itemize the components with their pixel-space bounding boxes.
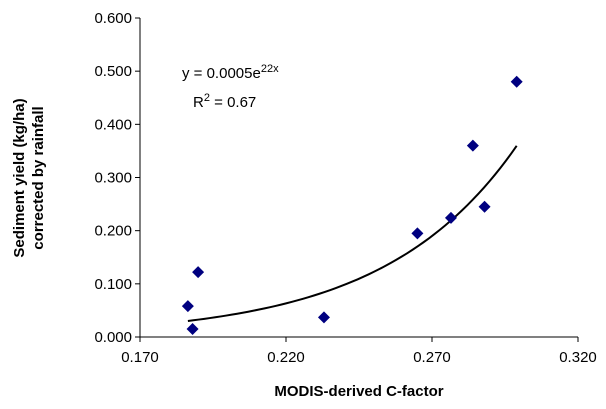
data-point: [510, 75, 523, 88]
y-axis-label: Sediment yield (kg/ha): [11, 98, 28, 257]
r-squared: R2 = 0.67: [193, 92, 256, 111]
y-tick-label: 0.600: [94, 10, 132, 27]
data-point: [192, 266, 205, 279]
x-tick-label: 0.170: [121, 349, 159, 366]
y-tick-label: 0.300: [94, 170, 132, 187]
trendline-equation: y = 0.0005e22x: [182, 63, 279, 82]
y-tick-label: 0.500: [94, 63, 132, 80]
x-tick-label: 0.270: [413, 349, 451, 366]
x-axis-label: MODIS-derived C-factor: [274, 383, 443, 400]
x-tick-label: 0.220: [267, 349, 305, 366]
data-point: [466, 139, 479, 152]
y-tick-label: 0.100: [94, 276, 132, 293]
data-point: [317, 311, 330, 324]
trendline: [187, 145, 518, 322]
y-tick-label: 0.000: [94, 329, 132, 346]
data-point: [411, 227, 424, 240]
data-point: [444, 211, 457, 224]
data-point: [181, 300, 194, 313]
y-tick-label: 0.400: [94, 116, 132, 133]
x-tick-label: 0.320: [559, 349, 597, 366]
data-point: [478, 200, 491, 213]
data-point: [186, 323, 199, 336]
y-axis-label: corrected by rainfall: [30, 106, 47, 249]
y-tick-label: 0.200: [94, 223, 132, 240]
